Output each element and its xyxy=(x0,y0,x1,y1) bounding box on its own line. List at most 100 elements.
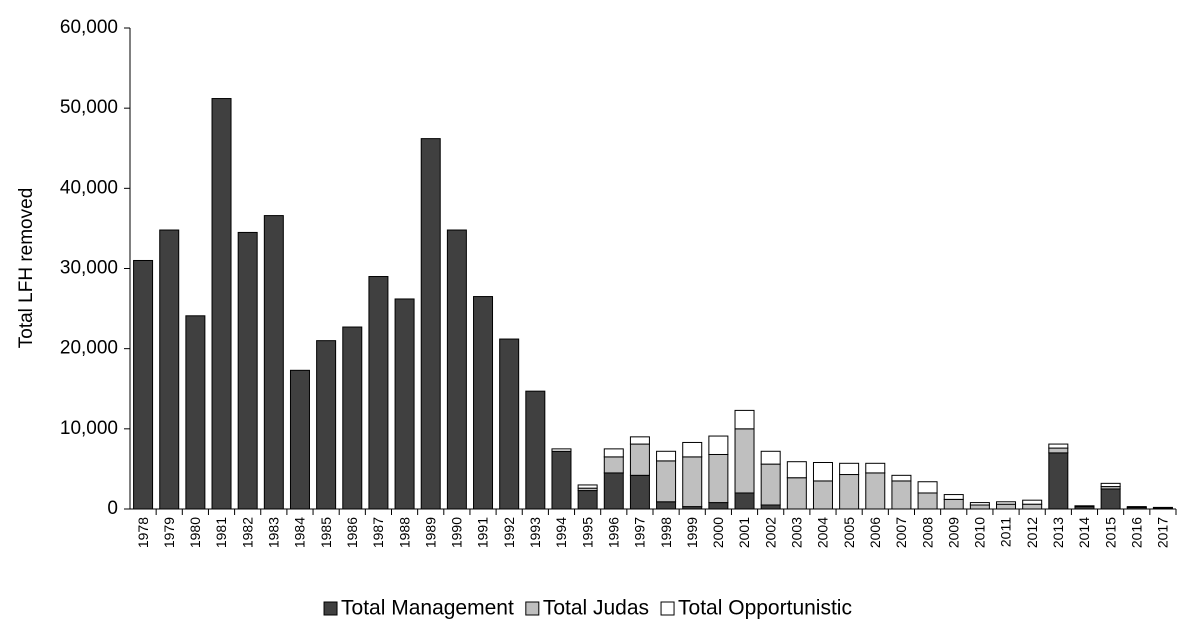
bar-segment xyxy=(420,138,441,510)
bar-segment xyxy=(734,428,755,494)
x-tick-label: 1998 xyxy=(658,517,674,548)
x-tick-label: 1987 xyxy=(370,517,386,548)
x-tick-label: 2012 xyxy=(1024,517,1040,548)
x-tick-label: 1992 xyxy=(501,517,517,548)
y-tick-label: 30,000 xyxy=(60,258,118,279)
bar-segment xyxy=(760,504,781,510)
bar-segment xyxy=(891,480,912,510)
bar-segment xyxy=(1074,505,1095,508)
x-tick-label: 2007 xyxy=(893,517,909,548)
bar-segment xyxy=(656,450,677,462)
bar-segment xyxy=(1022,503,1043,510)
x-tick-label: 1994 xyxy=(553,517,569,548)
bar-segment xyxy=(996,503,1017,510)
x-tick-label: 1988 xyxy=(396,517,412,548)
bar-segment xyxy=(1048,443,1069,449)
bar-segment xyxy=(368,276,389,510)
legend-swatch xyxy=(525,601,540,616)
legend-label: Total Management xyxy=(341,597,514,620)
x-tick-label: 1999 xyxy=(684,517,700,548)
bar-segment xyxy=(734,492,755,510)
bar-segment xyxy=(499,338,520,510)
x-tick-label: 1986 xyxy=(344,517,360,548)
y-tick-label: 40,000 xyxy=(60,177,118,198)
bar-segment xyxy=(289,369,310,510)
y-tick-label: 60,000 xyxy=(60,17,118,38)
bar-segment xyxy=(629,443,650,476)
bar-segment xyxy=(1048,452,1069,510)
x-tick-label: 1979 xyxy=(161,517,177,548)
bar-segment xyxy=(812,480,833,510)
bar-segment xyxy=(969,504,990,510)
bar-segment xyxy=(708,435,729,455)
x-tick-label: 2017 xyxy=(1155,517,1171,548)
x-tick-label: 2011 xyxy=(998,517,1014,547)
x-tick-label: 2013 xyxy=(1050,517,1066,548)
legend-swatch xyxy=(660,601,675,616)
bar-segment xyxy=(629,436,650,445)
x-tick-label: 1983 xyxy=(266,517,282,548)
legend-label: Total Opportunistic xyxy=(678,597,852,620)
bar-segment xyxy=(891,474,912,482)
bar-segment xyxy=(812,462,833,482)
x-tick-label: 1980 xyxy=(187,517,203,548)
y-tick-label: 20,000 xyxy=(60,338,118,359)
bar-segment xyxy=(263,215,284,510)
x-tick-label: 1996 xyxy=(605,517,621,548)
bar-segment xyxy=(786,477,807,510)
bar-segment xyxy=(1152,506,1173,509)
bar-segment xyxy=(917,481,938,494)
bar-segment xyxy=(708,502,729,510)
x-tick-label: 2003 xyxy=(789,517,805,548)
bar-segment xyxy=(1126,506,1147,508)
x-tick-label: 1978 xyxy=(135,517,151,548)
bar-segment xyxy=(760,463,781,506)
bar-segment xyxy=(682,441,703,458)
bar-segment xyxy=(969,502,990,506)
y-tick-label: 50,000 xyxy=(60,97,118,118)
x-tick-label: 1995 xyxy=(579,517,595,548)
x-tick-label: 1985 xyxy=(318,517,334,548)
x-tick-label: 1984 xyxy=(292,517,308,548)
bar-segment xyxy=(1100,482,1121,488)
bar-segment xyxy=(342,326,363,510)
x-tick-label: 2006 xyxy=(867,517,883,548)
bar-segment xyxy=(708,453,729,504)
x-tick-label: 1982 xyxy=(239,517,255,548)
bar-segment xyxy=(996,501,1017,505)
bar-segment xyxy=(316,340,337,510)
bar-segment xyxy=(159,229,180,510)
bar-segment xyxy=(656,501,677,510)
bar-segment xyxy=(603,472,624,510)
y-tick-label: 0 xyxy=(107,498,118,519)
bar-segment xyxy=(865,462,886,474)
x-tick-label: 2008 xyxy=(919,517,935,548)
bar-segment xyxy=(786,461,807,479)
y-tick-label: 10,000 xyxy=(60,418,118,439)
bar-segment xyxy=(577,490,598,510)
x-tick-label: 1981 xyxy=(213,517,229,548)
bar-segment xyxy=(943,498,964,510)
bar-segment xyxy=(394,298,415,510)
legend-label: Total Judas xyxy=(543,597,649,620)
bar-segment xyxy=(656,460,677,503)
bar-segment xyxy=(734,409,755,430)
bar-segment xyxy=(133,259,154,510)
x-tick-label: 2010 xyxy=(972,517,988,548)
bar-segment xyxy=(185,315,206,510)
x-tick-label: 1993 xyxy=(527,517,543,548)
bar-segment xyxy=(839,462,860,476)
bar-segment xyxy=(603,456,624,474)
x-tick-label: 2001 xyxy=(736,517,752,548)
bar-segment xyxy=(1100,488,1121,510)
bar-segment xyxy=(525,390,546,510)
bar-segment xyxy=(577,484,598,489)
bar-segment xyxy=(760,450,781,465)
x-tick-label: 2009 xyxy=(945,517,961,548)
bar-segment xyxy=(917,492,938,510)
y-axis-label: Total LFH removed xyxy=(16,188,37,349)
x-tick-label: 2004 xyxy=(815,517,831,548)
legend-swatch xyxy=(323,601,338,616)
bar-segment xyxy=(237,231,258,510)
